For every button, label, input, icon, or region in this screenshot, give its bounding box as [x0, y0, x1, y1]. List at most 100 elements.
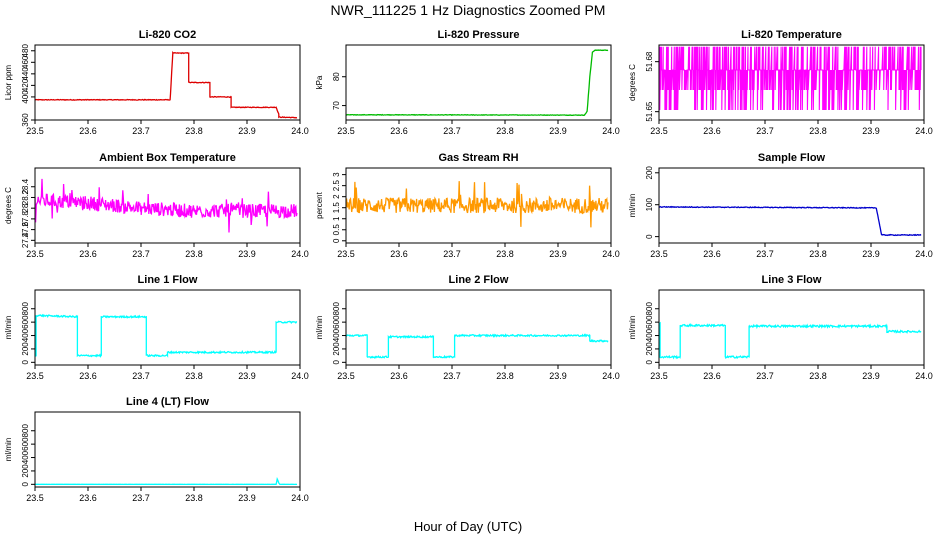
y-tick-label: 360 [21, 113, 30, 127]
x-tick-label: 23.8 [809, 126, 827, 136]
figure-xlabel: Hour of Day (UTC) [414, 519, 522, 534]
x-tick-label: 23.5 [26, 126, 44, 136]
y-tick-label: 800 [332, 302, 341, 316]
panel-title: Line 2 Flow [449, 274, 509, 286]
y-axis-label: ml/min [628, 194, 637, 218]
y-tick-label: 200 [332, 342, 341, 356]
y-axis-label: ml/min [4, 438, 13, 462]
plot-frame [658, 44, 925, 121]
plot-frame [345, 289, 612, 366]
x-tick-label: 23.9 [862, 249, 880, 259]
plot-frame [34, 44, 301, 121]
series-line [659, 46, 922, 111]
x-tick-label: 23.6 [703, 371, 721, 381]
y-axis-label: percent [315, 191, 324, 218]
x-tick-label: 24.0 [291, 371, 309, 381]
y-axis-label: degrees C [4, 187, 13, 224]
plot-frame [345, 44, 612, 121]
x-tick-label: 23.7 [132, 126, 150, 136]
plot-frame [34, 289, 301, 366]
panel-title: Gas Stream RH [438, 152, 518, 164]
x-tick-label: 23.9 [238, 126, 256, 136]
y-tick-label: 0 [21, 360, 30, 365]
y-tick-label: 200 [21, 342, 30, 356]
plot-frame [34, 411, 301, 488]
y-tick-label: 1 [332, 216, 341, 221]
y-tick-label: 0 [332, 238, 341, 243]
x-tick-label: 23.6 [79, 493, 97, 503]
x-tick-label: 23.5 [337, 371, 355, 381]
chart-panel-4: Ambient Box Temperature 23.5 23.6 23.7 23.8 2… [4, 152, 309, 259]
y-tick-label: 400 [21, 450, 30, 464]
x-tick-label: 23.8 [185, 249, 203, 259]
plot-frame [34, 167, 301, 244]
plot-frame [658, 167, 925, 244]
y-tick-label: 28.4 [21, 178, 30, 194]
y-tick-label: 1.5 [332, 202, 341, 214]
x-tick-label: 23.8 [185, 126, 203, 136]
y-tick-label: 400 [645, 328, 654, 342]
x-tick-label: 24.0 [291, 493, 309, 503]
y-tick-label: 600 [645, 315, 654, 329]
chart-panel-3: Li-820 Temperature 23.5 23.6 23.7 23.8 23.9 24… [628, 29, 933, 136]
x-tick-label: 24.0 [915, 371, 933, 381]
panel-title: Line 4 (LT) Flow [126, 396, 209, 408]
y-tick-label: 200 [21, 464, 30, 478]
panel-title: Li-820 Pressure [438, 29, 520, 41]
y-tick-label: 800 [21, 424, 30, 438]
chart-panel-2: Li-820 Pressure 23.5 23.6 23.7 23.8 23.9 24.0 7… [315, 29, 620, 136]
x-tick-label: 23.6 [703, 249, 721, 259]
x-tick-label: 23.8 [496, 371, 514, 381]
y-tick-label: 0 [645, 360, 654, 365]
series-line [659, 205, 922, 237]
y-tick-label: 100 [645, 197, 654, 211]
panel-title: Li-820 CO2 [139, 29, 196, 41]
x-tick-label: 23.9 [238, 493, 256, 503]
x-tick-label: 23.9 [238, 371, 256, 381]
x-tick-label: 23.5 [337, 249, 355, 259]
panel-title: Ambient Box Temperature [99, 152, 236, 164]
x-tick-label: 23.8 [809, 249, 827, 259]
x-tick-label: 23.6 [79, 249, 97, 259]
chart-panel-8: Line 2 Flow 23.5 23.6 23.7 23.8 23.9 24.0 0 2004… [315, 274, 620, 381]
x-tick-label: 24.0 [915, 126, 933, 136]
chart-panel-6: Sample Flow 23.5 23.6 23.7 23.8 23.9 24.0 0 100 2… [628, 152, 933, 259]
x-tick-label: 23.5 [26, 493, 44, 503]
x-tick-label: 23.7 [756, 249, 774, 259]
y-tick-label: 0.5 [332, 224, 341, 236]
y-tick-label: 400 [332, 328, 341, 342]
y-axis-label: ml/min [4, 316, 13, 340]
chart-panel-9: Line 3 Flow 23.5 23.6 23.7 23.8 23.9 24.0 0 2004… [628, 274, 933, 381]
y-tick-label: 600 [21, 437, 30, 451]
chart-panel-7: Line 1 Flow 23.5 23.6 23.7 23.8 23.9 24.0 0 2004… [4, 274, 309, 381]
y-tick-label: 2.5 [332, 180, 341, 192]
y-axis-label: ml/min [628, 316, 637, 340]
y-axis-label: ml/min [315, 316, 324, 340]
panel-grid: Li-820 CO2 23.5 23.6 23.7 23.8 23.9 24.0 360 400… [4, 29, 933, 503]
x-tick-label: 23.8 [185, 371, 203, 381]
x-tick-label: 23.6 [79, 126, 97, 136]
x-tick-label: 23.9 [549, 371, 567, 381]
figure-title: NWR_111225 1 Hz Diagnostics Zoomed PM [331, 2, 606, 18]
panel-title: Line 1 Flow [138, 274, 198, 286]
x-tick-label: 23.7 [132, 249, 150, 259]
x-tick-label: 23.5 [650, 126, 668, 136]
x-tick-label: 24.0 [915, 249, 933, 259]
x-tick-label: 23.5 [650, 371, 668, 381]
x-tick-label: 23.9 [862, 371, 880, 381]
x-tick-label: 23.8 [185, 493, 203, 503]
y-axis-label: kPa [315, 75, 324, 89]
y-tick-label: 200 [645, 166, 654, 180]
y-tick-label: 2 [332, 194, 341, 199]
y-tick-label: 800 [645, 302, 654, 316]
x-tick-label: 23.6 [79, 371, 97, 381]
y-tick-label: 3 [332, 172, 341, 177]
y-tick-label: 600 [21, 315, 30, 329]
x-tick-label: 24.0 [291, 126, 309, 136]
x-tick-label: 23.7 [756, 126, 774, 136]
y-tick-label: 27.8 [21, 211, 30, 227]
y-tick-label: 400 [21, 328, 30, 342]
series-line [659, 321, 922, 360]
x-tick-label: 23.6 [390, 126, 408, 136]
